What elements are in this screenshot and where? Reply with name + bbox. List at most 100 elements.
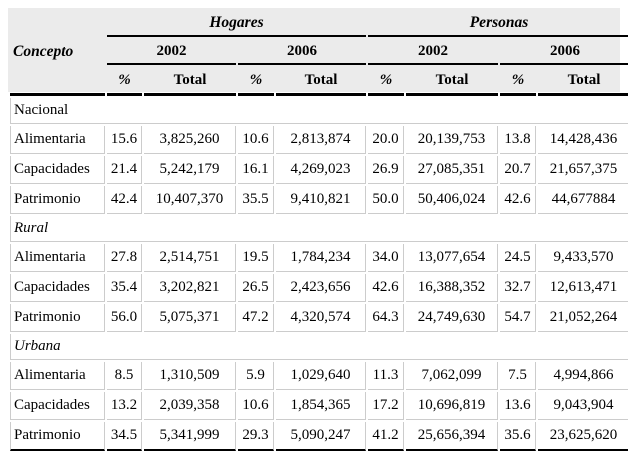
row-label: Capacidades [10,274,105,302]
row-label: Alimentaria [10,126,105,154]
percent-header: % [500,67,536,96]
percent-cell: 13.8 [500,126,536,154]
total-cell: 9,043,904 [538,392,628,420]
table-row: Alimentaria 27.8 2,514,751 19.5 1,784,234 34.… [10,244,628,272]
total-cell: 14,428,436 [538,126,628,154]
percent-cell: 13.6 [500,392,536,420]
total-cell: 21,052,264 [538,304,628,332]
section-label: Urbana [10,334,628,360]
total-cell: 4,320,574 [276,304,366,332]
percent-cell: 50.0 [368,186,404,214]
poverty-table: Concepto Hogares Personas 2002 2006 2002… [8,8,628,453]
section-row-nacional: Nacional [10,98,628,124]
percent-cell: 20.7 [500,156,536,184]
section-label: Nacional [10,98,628,124]
total-cell: 16,388,352 [406,274,498,302]
table-row: Capacidades 13.2 2,039,358 10.6 1,854,365 17.… [10,392,628,420]
percent-cell: 64.3 [368,304,404,332]
percent-cell: 42.6 [500,186,536,214]
total-cell: 1,029,640 [276,362,366,390]
row-label: Alimentaria [10,244,105,272]
total-cell: 1,784,234 [276,244,366,272]
row-label: Patrimonio [10,186,105,214]
percent-cell: 56.0 [107,304,142,332]
percent-cell: 10.6 [238,126,274,154]
percent-cell: 7.5 [500,362,536,390]
percent-cell: 27.8 [107,244,142,272]
percent-cell: 13.2 [107,392,142,420]
percent-header: % [238,67,274,96]
total-cell: 44,677884 [538,186,628,214]
table-row: Alimentaria 15.6 3,825,260 10.6 2,813,874 20.… [10,126,628,154]
total-cell: 4,269,023 [276,156,366,184]
year-header: 2002 [368,39,498,65]
total-cell: 5,242,179 [144,156,236,184]
total-cell: 21,657,375 [538,156,628,184]
percent-cell: 16.1 [238,156,274,184]
percent-cell: 8.5 [107,362,142,390]
total-cell: 9,433,570 [538,244,628,272]
percent-header: % [368,67,404,96]
percent-cell: 26.5 [238,274,274,302]
total-cell: 13,077,654 [406,244,498,272]
total-header: Total [144,67,236,96]
percent-header: % [107,67,142,96]
percent-cell: 42.6 [368,274,404,302]
total-cell: 50,406,024 [406,186,498,214]
total-cell: 3,825,260 [144,126,236,154]
percent-cell: 34.0 [368,244,404,272]
percent-cell: 24.5 [500,244,536,272]
group-header-personas: Personas [368,10,628,37]
table-row: Patrimonio 34.5 5,341,999 29.3 5,090,247 41.2… [10,422,628,451]
section-row-rural: Rural [10,216,628,242]
percent-cell: 29.3 [238,422,274,451]
total-cell: 2,813,874 [276,126,366,154]
percent-cell: 35.5 [238,186,274,214]
table-row: Patrimonio 42.4 10,407,370 35.5 9,410,821 50.… [10,186,628,214]
group-header-hogares: Hogares [107,10,366,37]
table-body: Nacional Alimentaria 15.6 3,825,260 10.6 2,81… [10,98,628,451]
percent-cell: 17.2 [368,392,404,420]
total-cell: 9,410,821 [276,186,366,214]
percent-cell: 21.4 [107,156,142,184]
total-cell: 20,139,753 [406,126,498,154]
total-header: Total [406,67,498,96]
year-header: 2006 [500,39,628,65]
table-row: Alimentaria 8.5 1,310,509 5.9 1,029,640 11.3 7… [10,362,628,390]
total-cell: 5,341,999 [144,422,236,451]
percent-cell: 11.3 [368,362,404,390]
total-cell: 10,696,819 [406,392,498,420]
total-cell: 2,039,358 [144,392,236,420]
total-cell: 2,423,656 [276,274,366,302]
total-cell: 7,062,099 [406,362,498,390]
total-cell: 27,085,351 [406,156,498,184]
percent-cell: 10.6 [238,392,274,420]
row-label: Capacidades [10,392,105,420]
total-cell: 1,310,509 [144,362,236,390]
row-label: Patrimonio [10,304,105,332]
year-header: 2002 [107,39,236,65]
percent-cell: 26.9 [368,156,404,184]
percent-cell: 19.5 [238,244,274,272]
section-label: Rural [10,216,628,242]
total-cell: 10,407,370 [144,186,236,214]
row-label: Capacidades [10,156,105,184]
header-concepto: Concepto [10,10,105,96]
percent-cell: 20.0 [368,126,404,154]
percent-cell: 47.2 [238,304,274,332]
poverty-table-container: Concepto Hogares Personas 2002 2006 2002… [8,8,628,453]
total-cell: 5,075,371 [144,304,236,332]
percent-cell: 32.7 [500,274,536,302]
table-header-row-measures: % Total % Total % Total % Total [10,67,628,96]
total-cell: 12,613,471 [538,274,628,302]
table-header-row-years: 2002 2006 2002 2006 [10,39,628,65]
percent-cell: 34.5 [107,422,142,451]
table-row: Capacidades 21.4 5,242,179 16.1 4,269,023 26.… [10,156,628,184]
total-cell: 4,994,866 [538,362,628,390]
total-cell: 3,202,821 [144,274,236,302]
percent-cell: 5.9 [238,362,274,390]
total-cell: 5,090,247 [276,422,366,451]
row-label: Patrimonio [10,422,105,451]
table-row: Capacidades 35.4 3,202,821 26.5 2,423,656 42.… [10,274,628,302]
